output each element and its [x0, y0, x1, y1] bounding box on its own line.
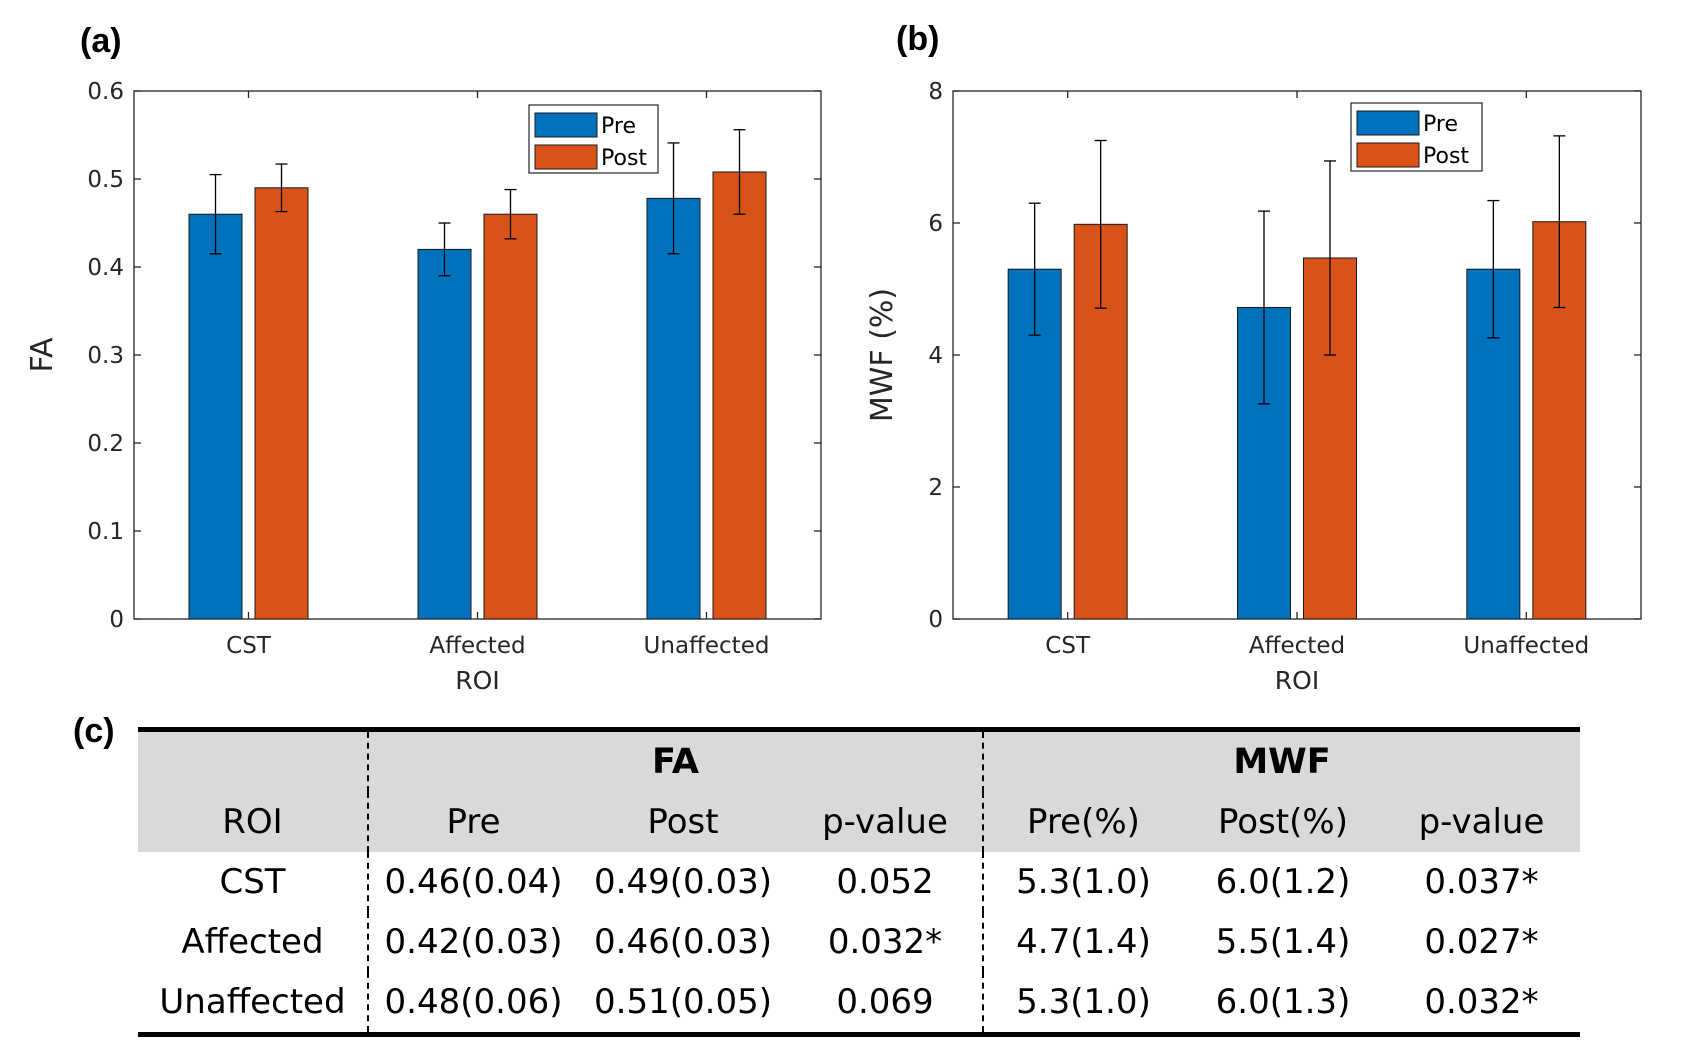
panel-label-b: (b): [896, 20, 940, 58]
x-tick-label: Affected: [429, 633, 525, 659]
x-axis-label: ROI: [1275, 666, 1319, 695]
legend-label-pre: Pre: [1423, 112, 1458, 137]
table-cell: 4.7(1.4): [982, 912, 1183, 972]
error-bar: [667, 142, 680, 255]
group-header-fa: FA: [367, 727, 983, 792]
y-tick-label: 0: [928, 607, 943, 633]
bar-post: [483, 213, 538, 620]
table-cell: CST: [219, 862, 286, 902]
column-header-mwf-pvalue: p-value: [1383, 792, 1580, 852]
x-axis-label: ROI: [455, 666, 499, 695]
legend-swatch-post: [1356, 142, 1420, 168]
table-cell: 0.42(0.03): [367, 912, 578, 972]
table-cell: 0.069: [788, 972, 983, 1037]
table-cell: 0.037*: [1424, 862, 1539, 902]
y-tick-label: 0.3: [87, 343, 124, 369]
panel-label-a: (a): [80, 22, 122, 60]
y-tick-label: 2: [928, 475, 943, 501]
y-tick-label: 0.4: [87, 255, 124, 281]
table-cell: 0.49(0.03): [594, 862, 772, 902]
table-column-header-row: ROI Pre Post p-value Pre(%) Post(%) p-va…: [138, 792, 1580, 852]
y-tick-label: 8: [928, 79, 943, 105]
group-header-mwf: MWF: [982, 727, 1580, 792]
x-tick-label: CST: [226, 633, 272, 659]
column-header-fa-post: Post: [578, 792, 788, 852]
legend-swatch-pre: [1356, 110, 1420, 136]
legend-label-pre: Pre: [601, 114, 636, 139]
y-tick-label: 0: [109, 607, 124, 633]
table-row: Unaffected 0.48(0.06) 0.51(0.05) 0.069 5…: [138, 972, 1580, 1037]
error-bar: [209, 173, 222, 255]
x-tick-label: Affected: [1249, 633, 1345, 659]
error-bar: [1258, 210, 1270, 405]
table-cell: 5.5(1.4): [1215, 922, 1351, 962]
error-bar: [438, 222, 451, 277]
error-bar: [275, 163, 288, 213]
error-bar: [1324, 160, 1336, 356]
y-axis-label: MWF (%): [865, 288, 900, 422]
table-cell: 0.027*: [1424, 922, 1539, 962]
x-tick-label: Unaffected: [644, 633, 770, 659]
column-header-mwf-post: Post(%): [1183, 792, 1383, 852]
results-table: FA MWF ROI Pre Post p-value Pre(%) Post(…: [138, 727, 1580, 1037]
chart-mwf: 0 2 4 6 8 CST Affected Unaffected ROI MWF (%) Pre P…: [865, 79, 1642, 695]
panel-label-c: (c): [73, 712, 115, 750]
y-tick-label: 0.6: [87, 79, 124, 105]
legend-label-post: Post: [1423, 144, 1469, 169]
plot-area: [133, 90, 822, 620]
table-cell: 0.51(0.05): [578, 972, 788, 1037]
x-tick-label: CST: [1045, 633, 1091, 659]
y-tick-label: 4: [928, 343, 943, 369]
column-header-mwf-pre: Pre(%): [982, 792, 1183, 852]
error-bar: [1487, 199, 1500, 339]
legend-swatch-pre: [534, 112, 598, 138]
legend-label-post: Post: [601, 146, 647, 171]
column-header-fa-pre: Pre: [367, 792, 578, 852]
y-tick-label: 6: [928, 211, 943, 237]
table-row: Affected 0.42(0.03) 0.46(0.03) 0.032* 4.…: [138, 912, 1580, 972]
error-bar: [504, 188, 517, 240]
column-header-roi: ROI: [138, 792, 368, 852]
table-group-header-row: FA MWF: [138, 727, 1580, 792]
legend-swatch-post: [534, 144, 598, 170]
bar-pre: [417, 248, 472, 620]
bar-pre: [646, 197, 701, 620]
chart-fa: 0 0.1 0.2 0.3 0.4 0.5 0.6 CST Affected Unaffected…: [25, 79, 822, 695]
table-cell: 0.46(0.04): [367, 852, 578, 912]
table-cell: Affected: [181, 922, 324, 962]
error-bar: [1028, 202, 1041, 336]
table-cell: 0.032*: [1383, 972, 1580, 1037]
y-tick-label: 0.5: [87, 167, 124, 193]
table-cell: 0.48(0.06): [367, 972, 578, 1037]
table-cell: Unaffected: [138, 972, 368, 1037]
error-bar: [1553, 135, 1566, 309]
table-cell: 0.46(0.03): [594, 922, 772, 962]
x-tick-label: Unaffected: [1463, 633, 1589, 659]
table-cell: 5.3(1.0): [982, 972, 1183, 1037]
y-axis-label: FA: [25, 337, 60, 373]
column-header-fa-pvalue: p-value: [788, 792, 983, 852]
bar-pre: [188, 213, 243, 620]
plot-area: [952, 90, 1642, 620]
table-row: CST 0.46(0.04) 0.49(0.03) 0.052 5.3(1.0)…: [138, 852, 1580, 912]
error-bar: [733, 129, 746, 215]
table-cell: 5.3(1.0): [982, 852, 1183, 912]
y-tick-label: 0.1: [87, 519, 124, 545]
table-cell: 6.0(1.2): [1215, 862, 1351, 902]
bar-post: [254, 187, 309, 620]
y-tick-label: 0.2: [87, 431, 124, 457]
table-cell: 0.032*: [827, 922, 943, 962]
error-bar: [1094, 139, 1107, 309]
bar-post: [712, 171, 767, 620]
table-cell: 6.0(1.3): [1183, 972, 1383, 1037]
table-cell: 0.052: [836, 862, 934, 902]
